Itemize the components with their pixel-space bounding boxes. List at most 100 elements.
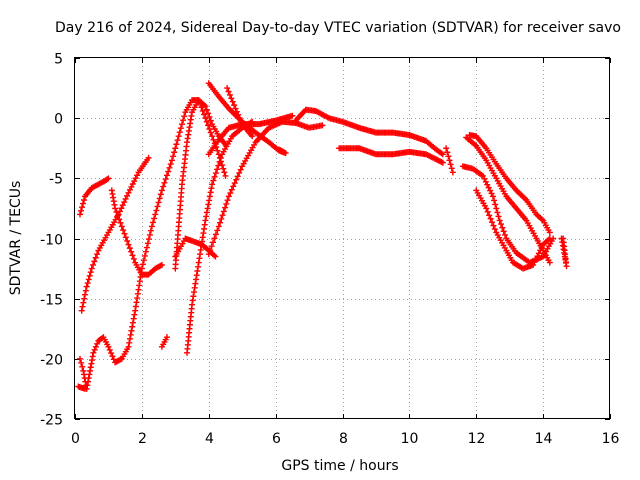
y-tick-label: -5 [49, 172, 63, 188]
data-point [212, 231, 219, 238]
data-point [444, 149, 451, 156]
data-point [439, 159, 446, 166]
data-point [205, 201, 212, 208]
data-point [130, 315, 137, 322]
data-point [219, 212, 226, 219]
series-arc15 [336, 145, 446, 166]
series-arc5 [108, 187, 165, 278]
data-point [209, 133, 216, 140]
data-point [203, 118, 210, 125]
data-point [142, 248, 149, 255]
data-point [85, 276, 92, 283]
data-point [160, 183, 167, 190]
data-point [82, 385, 89, 392]
series-arc8 [184, 118, 256, 356]
data-point [79, 204, 86, 211]
data-point [502, 231, 509, 238]
data-point [222, 172, 229, 179]
grid [75, 58, 610, 419]
data-point [145, 236, 152, 243]
series-arc16 [443, 145, 456, 176]
data-point [179, 121, 185, 128]
data-point [148, 223, 155, 230]
data-point [105, 343, 112, 350]
data-point [439, 151, 446, 158]
data-point [500, 228, 507, 235]
series-arc14 [292, 106, 446, 158]
data-point [162, 176, 169, 183]
data-point [443, 145, 450, 152]
series-arc21 [558, 235, 570, 270]
data-point [216, 158, 223, 165]
data-point [446, 157, 453, 164]
data-point [491, 226, 498, 233]
data-point [90, 261, 97, 268]
data-point [211, 235, 218, 242]
data-point [88, 265, 95, 272]
data-point [163, 172, 170, 179]
data-point [448, 165, 455, 172]
data-point [490, 222, 497, 229]
data-point [79, 303, 86, 310]
data-point [127, 331, 134, 338]
x-tick-label: 6 [272, 431, 281, 447]
data-point [143, 244, 150, 251]
data-point [180, 117, 187, 124]
data-point [249, 133, 256, 140]
data-point [484, 208, 491, 215]
data-point [122, 195, 129, 202]
data-point [235, 111, 242, 118]
series-arc19 [463, 134, 553, 266]
x-tick-label: 0 [71, 431, 80, 447]
data-point [224, 85, 231, 92]
data-point [177, 125, 184, 132]
data-point [118, 205, 125, 212]
data-point [289, 112, 296, 119]
data-point [201, 111, 208, 118]
data-point [494, 209, 501, 216]
data-point [206, 197, 213, 204]
data-point [202, 217, 209, 224]
data-point [124, 192, 131, 199]
data-point [212, 170, 219, 177]
data-point [207, 189, 214, 196]
data-point [94, 340, 101, 347]
data-point [237, 118, 244, 125]
data-point [83, 283, 90, 290]
data-point [146, 231, 153, 238]
data-point [77, 211, 84, 218]
data-point [445, 153, 452, 160]
data-point [209, 181, 216, 188]
data-point [224, 197, 231, 204]
data-point [172, 145, 179, 152]
data-point [128, 327, 135, 334]
data-point [81, 295, 88, 302]
x-tick-label: 16 [602, 431, 620, 447]
data-point [487, 215, 494, 222]
x-tick-label: 12 [468, 431, 486, 447]
data-point [199, 107, 206, 114]
data-point [489, 219, 496, 226]
data-point [114, 212, 121, 219]
data-point [449, 169, 456, 176]
data-point [171, 149, 178, 156]
data-point [495, 213, 502, 220]
series-arc13 [224, 85, 256, 140]
data-point [203, 213, 210, 220]
data-point [203, 106, 210, 113]
data-point [208, 185, 215, 192]
series-arc18 [466, 132, 553, 236]
data-point [156, 195, 163, 202]
data-point [207, 129, 214, 136]
data-point [92, 343, 99, 350]
data-point [80, 299, 87, 306]
data-point [176, 129, 183, 136]
data-point [77, 355, 84, 362]
data-point [125, 343, 132, 350]
data-point [496, 217, 503, 224]
data-point [87, 269, 94, 276]
data-point [215, 162, 222, 169]
data-point [112, 205, 119, 212]
data-point [217, 155, 224, 162]
series-arc6 [158, 334, 170, 350]
